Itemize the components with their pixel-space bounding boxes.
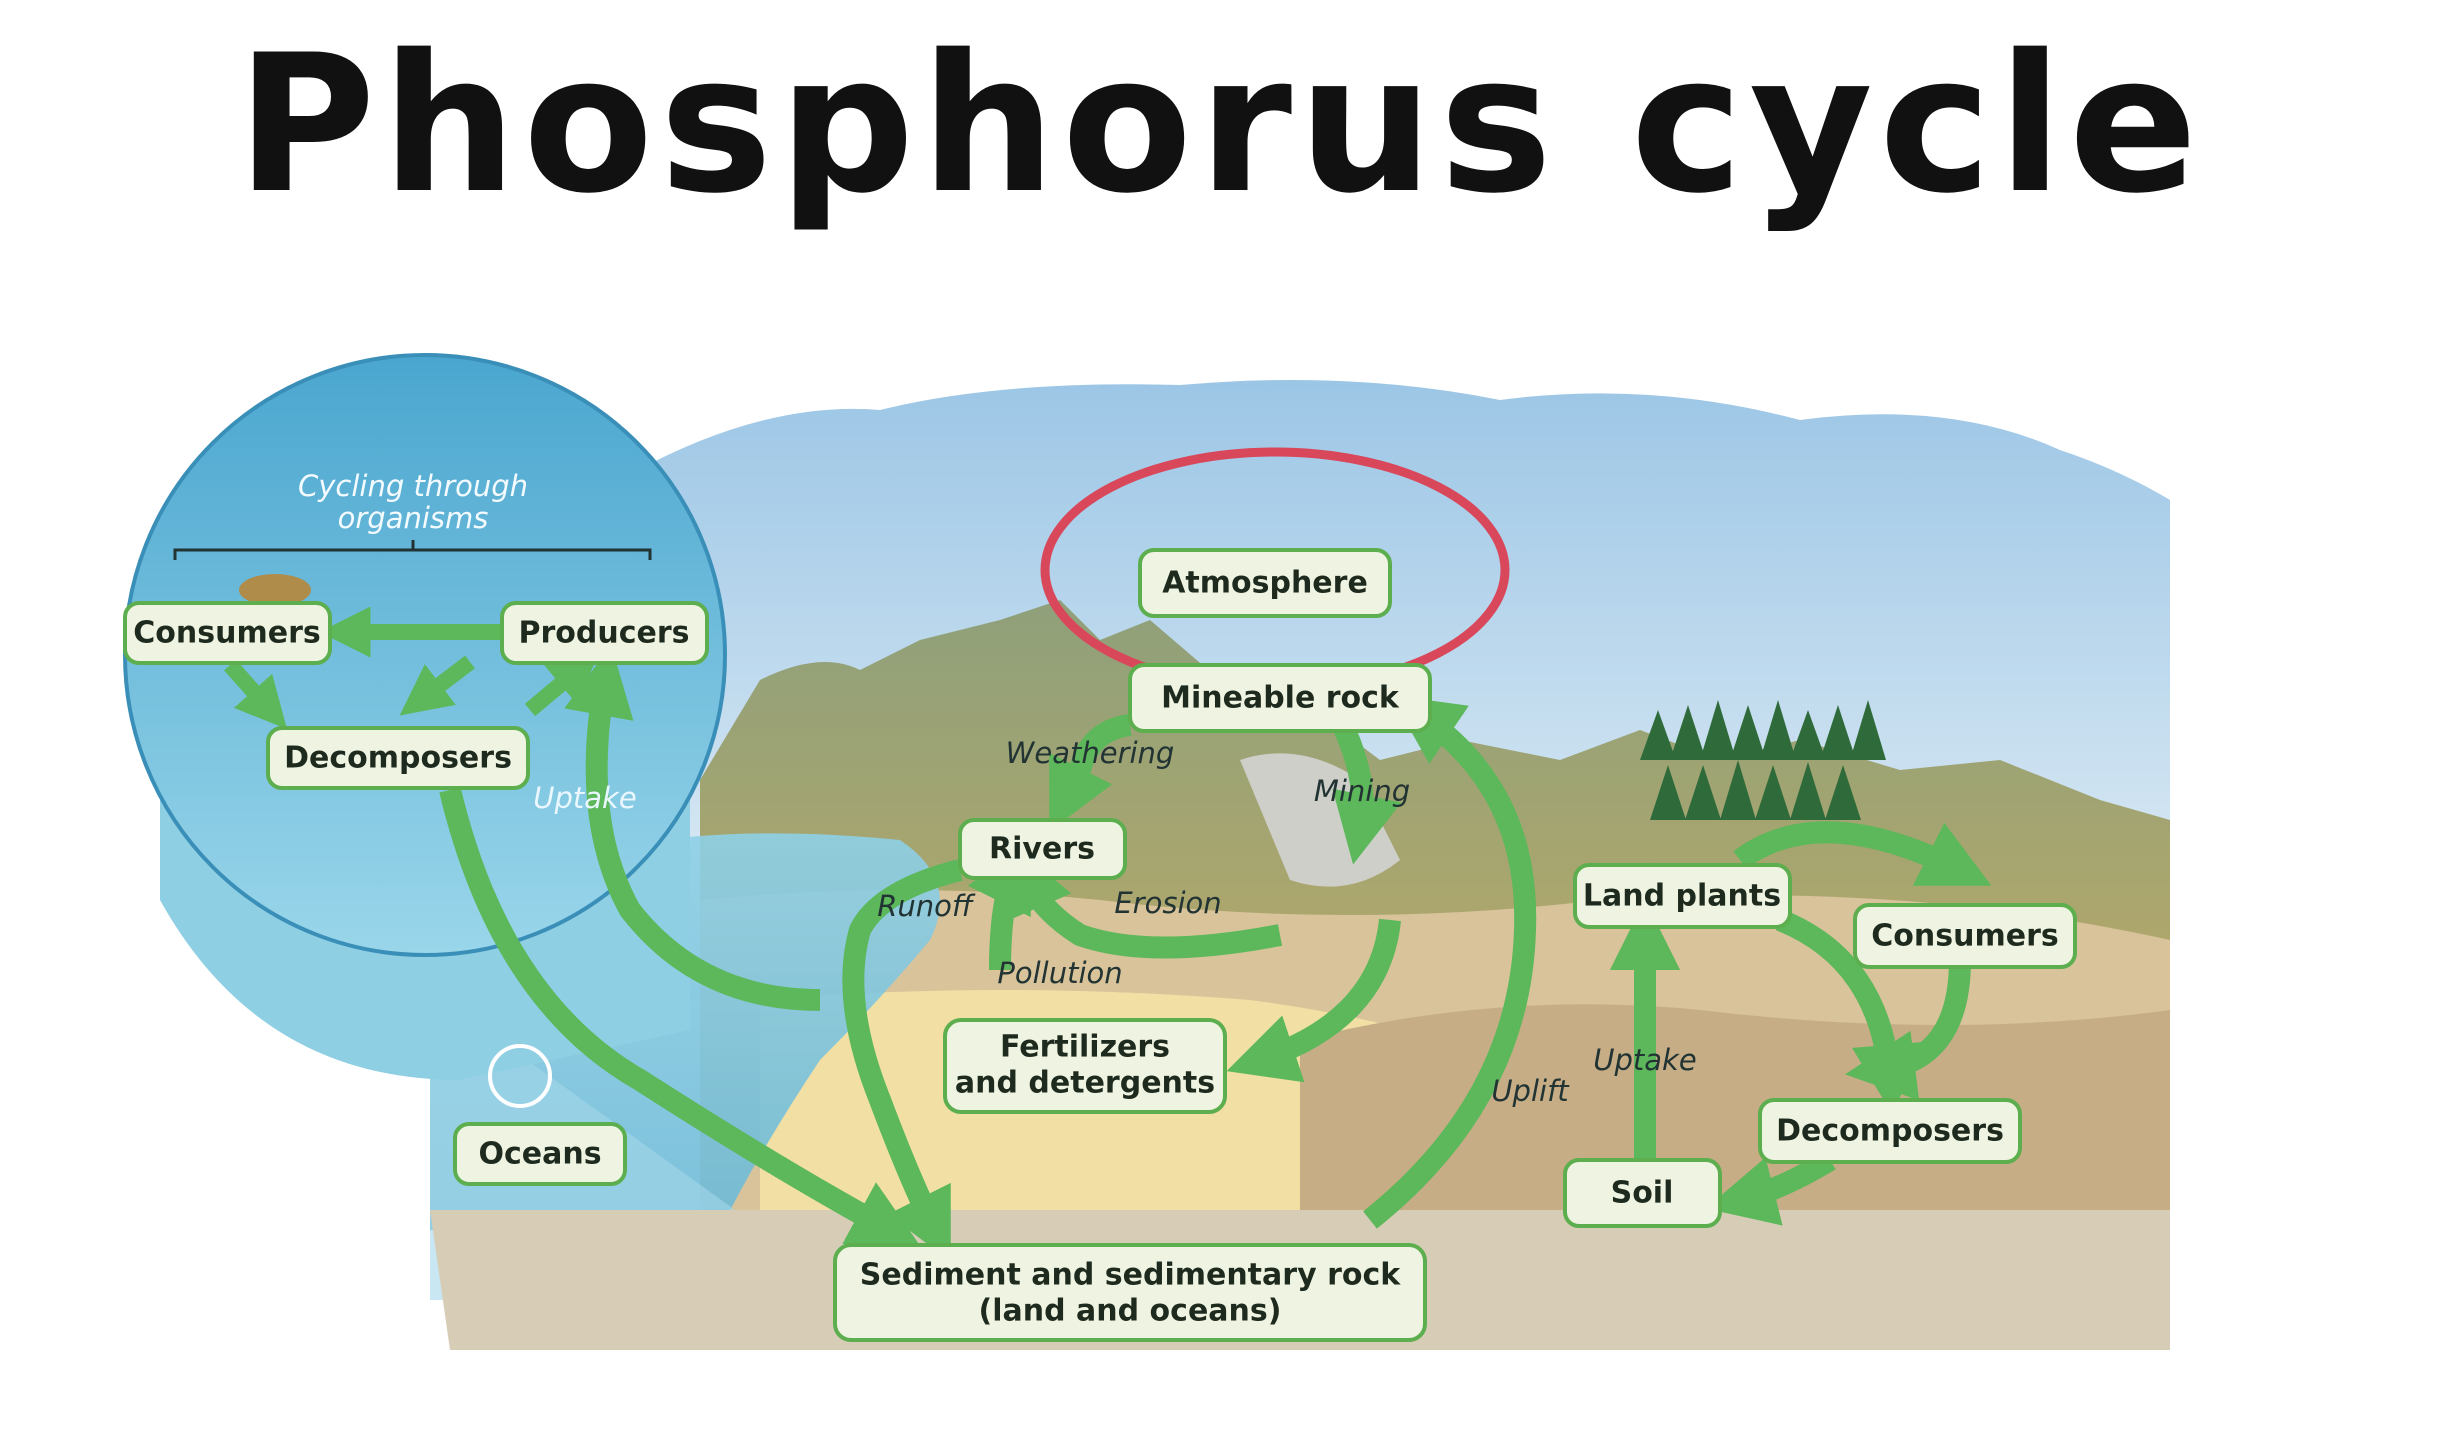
node-rivers: Rivers [958,818,1127,880]
cycle-arrows [224,606,1992,1262]
label-weathering: Weathering [1006,736,1175,770]
svg-text:Decomposers: Decomposers [1776,1114,2004,1149]
svg-text:Oceans: Oceans [478,1137,601,1172]
svg-text:Rivers: Rivers [989,832,1095,867]
rock-strata [1300,1004,2170,1230]
arrow-decomposers-to-soil [1705,1150,1836,1226]
inset-header-line2: organisms [338,501,489,535]
label-uplift: Uplift [1491,1074,1570,1108]
forest [1640,700,1886,820]
node-inset-consumers: Consumers [123,601,332,665]
node-land-consumers: Consumers [1853,903,2077,969]
node-land-plants: Land plants [1573,863,1792,929]
label-runoff: Runoff [877,889,976,923]
label-erosion: Erosion [1114,886,1221,920]
svg-text:Producers: Producers [518,616,689,651]
bubble-icon [488,1044,552,1108]
page-title: Phosphorus cycle [236,14,2204,235]
svg-text:Soil: Soil [1611,1176,1674,1211]
svg-text:Atmosphere: Atmosphere [1162,566,1368,601]
arrow-uptake-inset [564,645,821,1011]
inset-header-bracket [173,540,652,560]
arrow-erosion [1006,842,1283,959]
arrow-decomposers-to-sediment [439,787,921,1247]
node-mineable-rock: Mineable rock [1128,663,1432,733]
node-oceans: Oceans [453,1122,627,1186]
node-soil: Soil [1563,1158,1722,1228]
svg-text:Consumers: Consumers [133,616,320,651]
fish-icon [239,574,311,606]
svg-text:and detergents: and detergents [955,1066,1215,1101]
node-sediment: Sediment and sedimentary rock (land and … [833,1243,1427,1342]
node-land-decomposers: Decomposers [1758,1098,2022,1164]
label-uptake-land: Uptake [1593,1043,1696,1077]
node-inset-decomposers: Decomposers [266,726,530,790]
arrow-runoff-to-sediment [842,859,963,1262]
svg-text:Mineable rock: Mineable rock [1161,681,1400,716]
label-uptake-inset: Uptake [533,781,636,815]
inset-organisms: Cycling through organisms [123,353,727,1108]
arrow-uplift [1363,695,1537,1229]
arrow-plants-to-decomposers [1775,909,1923,1116]
svg-text:Land plants: Land plants [1583,879,1781,914]
svg-text:Sediment and sedimentary rock: Sediment and sedimentary rock [860,1258,1401,1293]
svg-text:Decomposers: Decomposers [284,741,512,776]
label-mining: Mining [1314,774,1410,808]
arrow-plants-to-consumers [1733,821,1992,886]
svg-text:Consumers: Consumers [1871,919,2058,954]
arrow-mining-to-fertilizers [1226,918,1401,1083]
arrow-consumers-to-decomposers [224,659,288,730]
node-atmosphere: Atmosphere [1138,548,1392,618]
svg-text:Fertilizers: Fertilizers [1000,1030,1170,1065]
arrow-producers-to-decomposers [399,655,475,716]
process-labels: Weathering Mining Runoff Erosion Polluti… [533,736,1696,1108]
arrow-weathering [1049,714,1132,832]
inset-header-line1: Cycling through [298,469,528,503]
node-fertilizers: Fertilizers and detergents [943,1018,1227,1114]
svg-text:(land and oceans): (land and oceans) [979,1294,1282,1329]
node-inset-producers: Producers [500,601,709,665]
label-pollution: Pollution [997,956,1122,990]
